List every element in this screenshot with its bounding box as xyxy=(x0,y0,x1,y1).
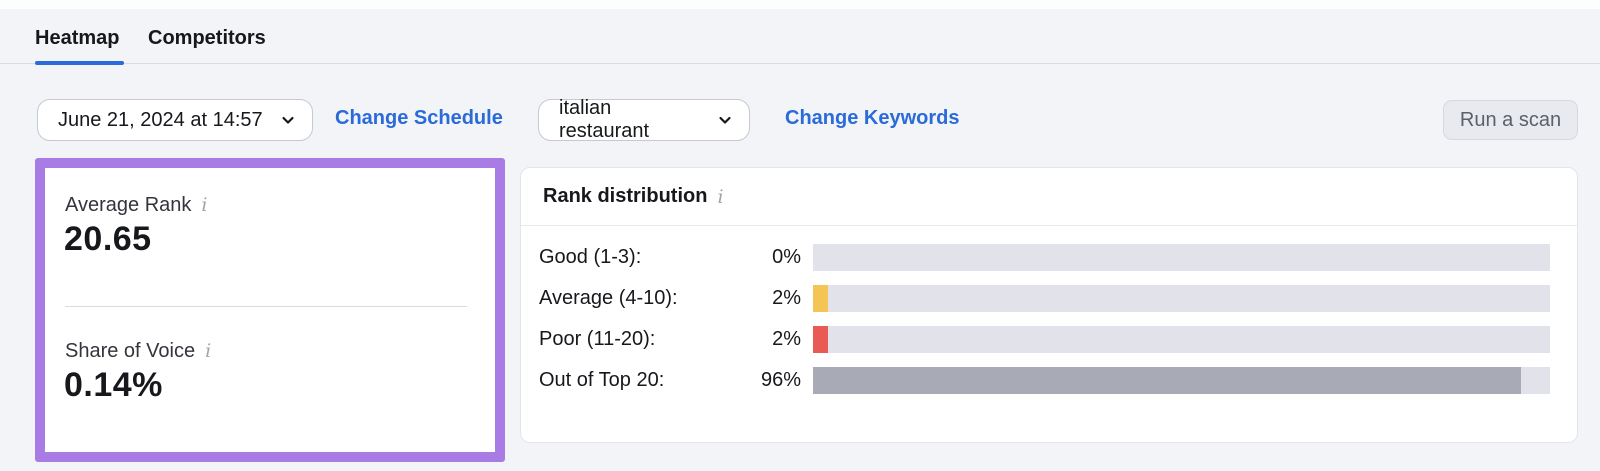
average-rank-value: 20.65 xyxy=(64,220,152,258)
distribution-category-label: Poor (11-20): xyxy=(539,328,656,350)
tab-competitors[interactable]: Competitors xyxy=(148,27,266,49)
share-of-voice-value: 0.14% xyxy=(64,366,163,404)
distribution-percent-value: 2% xyxy=(772,328,801,350)
change-schedule-link[interactable]: Change Schedule xyxy=(335,107,503,129)
tab-bar: Heatmap Competitors xyxy=(0,9,1600,65)
tab-heatmap[interactable]: Heatmap xyxy=(35,27,120,49)
metric-divider xyxy=(65,306,467,307)
info-icon[interactable]: i xyxy=(205,340,212,362)
controls-row: June 21, 2024 at 14:57 Change Schedule i… xyxy=(0,97,1600,142)
info-icon[interactable]: i xyxy=(201,194,208,216)
keyword-dropdown[interactable]: italian restaurant xyxy=(538,97,750,142)
run-a-scan-button[interactable]: Run a scan xyxy=(1443,100,1578,140)
schedule-dropdown[interactable]: June 21, 2024 at 14:57 xyxy=(37,99,313,141)
active-tab-underline xyxy=(35,61,124,65)
distribution-bar-track xyxy=(813,244,1550,271)
rank-distribution-header: Rank distribution i xyxy=(521,168,1577,226)
chevron-down-icon xyxy=(717,112,733,128)
chevron-down-icon xyxy=(280,112,296,128)
distribution-percent-value: 96% xyxy=(760,369,801,391)
info-icon[interactable]: i xyxy=(717,185,724,208)
distribution-category-label: Out of Top 20: xyxy=(539,369,665,391)
change-keywords-link[interactable]: Change Keywords xyxy=(785,107,960,129)
distribution-bar-track xyxy=(813,285,1550,312)
distribution-bar-fill xyxy=(813,285,828,312)
top-strip xyxy=(0,0,1600,9)
distribution-percent-value: 0% xyxy=(772,246,801,268)
distribution-row: Out of Top 20: 96% xyxy=(521,367,1577,394)
share-of-voice-label-row: Share of Voice i xyxy=(65,340,211,363)
distribution-row: Poor (11-20): 2% xyxy=(521,326,1577,353)
rank-distribution-rows: Good (1-3): 0% Average (4-10): 2% Poor (11-2… xyxy=(521,244,1577,408)
distribution-row: Average (4-10): 2% xyxy=(521,285,1577,312)
distribution-bar-fill xyxy=(813,326,828,353)
distribution-bar-track xyxy=(813,326,1550,353)
keyword-dropdown-value: italian restaurant xyxy=(559,97,650,142)
rank-distribution-card: Rank distribution i Good (1-3): 0% Average … xyxy=(520,167,1578,443)
schedule-dropdown-value: June 21, 2024 at 14:57 xyxy=(58,108,263,131)
metrics-summary-card: Average Rank i 20.65 Share of Voice i 0.14… xyxy=(35,158,505,462)
distribution-bar-fill xyxy=(813,367,1521,394)
distribution-category-label: Average (4-10): xyxy=(539,287,678,309)
share-of-voice-label: Share of Voice xyxy=(65,340,196,362)
average-rank-label-row: Average Rank i xyxy=(65,194,207,217)
distribution-bar-track xyxy=(813,367,1550,394)
distribution-row: Good (1-3): 0% xyxy=(521,244,1577,271)
distribution-percent-value: 2% xyxy=(772,287,801,309)
distribution-category-label: Good (1-3): xyxy=(539,246,642,268)
average-rank-label: Average Rank xyxy=(65,194,192,216)
rank-distribution-title: Rank distribution xyxy=(543,185,708,207)
